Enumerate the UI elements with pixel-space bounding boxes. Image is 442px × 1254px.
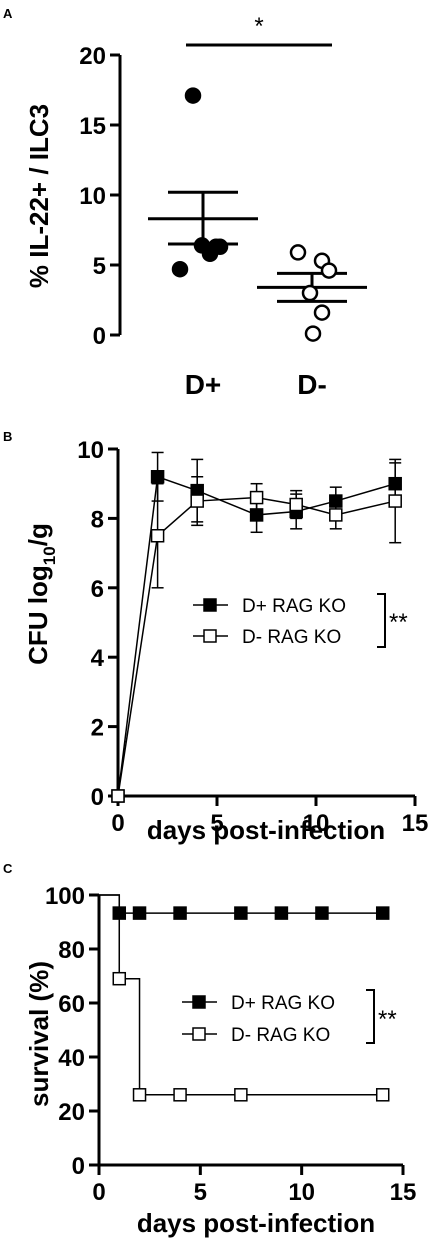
- panel-a-data-point: [289, 244, 307, 261]
- panel-b-y-tick-label: 8: [91, 506, 104, 533]
- panel-a-y-tick-label: 20: [79, 43, 106, 70]
- panel-a-data-point: [193, 237, 211, 254]
- panel-a-data-point: [301, 284, 319, 302]
- panel-b-x-tick-label: 15: [402, 810, 429, 837]
- panel-a-data-point: [320, 262, 338, 279]
- panel-c-data-point: [173, 906, 187, 920]
- panel-b-legend-label: D- RAG KO: [242, 627, 341, 648]
- panel-b-legend-marker: [203, 598, 217, 612]
- panel-b-letter: B: [3, 429, 12, 444]
- panel-c-x-tick-label: 15: [390, 1179, 417, 1206]
- panel-a-data-point: [171, 260, 189, 278]
- panel-a-significance-label: *: [254, 13, 263, 40]
- panel-c-legend-label: D+ RAG KO: [231, 993, 335, 1014]
- panel-c-legend-marker: [192, 1027, 206, 1041]
- panel-c-letter: C: [3, 861, 13, 876]
- panel-c-data-point: [132, 1088, 147, 1102]
- panel-b-y-tick-label: 10: [77, 437, 104, 464]
- panel-b-y-tick-label: 4: [91, 645, 105, 672]
- panel-c-data-point: [132, 906, 147, 920]
- panel-b: B CFU log10/g days post-infection 024681…: [3, 429, 428, 845]
- panel-b-significance-bracket: [377, 593, 386, 648]
- panel-c-significance-bracket: [366, 989, 375, 1044]
- panel-b-y-tick-label: 0: [91, 784, 104, 811]
- panel-b-x-tick-label: 5: [210, 810, 223, 837]
- panel-c-x-tick-label: 0: [92, 1179, 105, 1206]
- panel-b-y-tick-label: 6: [91, 576, 104, 603]
- panel-c-xlabel: days post-infection: [137, 1208, 375, 1238]
- panel-c-data-point: [234, 906, 248, 920]
- panel-b-ylabel: CFU log10/g: [23, 523, 59, 665]
- panel-b-data-point: [150, 529, 165, 543]
- panel-c-ylabel: survival (%): [24, 961, 54, 1107]
- panel-c-legend-marker: [192, 995, 206, 1009]
- panel-c-x-tick-label: 10: [288, 1179, 315, 1206]
- panel-a-ylabel: % IL-22+ / ILC3: [24, 104, 54, 288]
- panel-c-y-tick-label: 60: [58, 991, 85, 1018]
- panel-b-legend-marker: [203, 629, 217, 643]
- panel-b-x-tick-label: 0: [111, 810, 124, 837]
- panel-c-x-tick-label: 5: [194, 1179, 207, 1206]
- panel-b-significance-label: **: [389, 609, 408, 636]
- panel-a-data-point: [304, 325, 322, 342]
- panel-c-data-point: [274, 906, 289, 920]
- panel-b-data-point: [150, 470, 165, 484]
- panel-a-y-tick-label: 15: [79, 113, 106, 140]
- panel-b-y-tick-label: 2: [91, 715, 104, 742]
- panel-b-x-tick-label: 10: [303, 810, 330, 837]
- panel-c-data-point: [234, 1088, 248, 1102]
- panel-a-category-label: D+: [185, 369, 222, 400]
- panel-c-data-point: [375, 1088, 390, 1102]
- panel-b-data-point: [111, 789, 125, 803]
- panel-a-y-tick-label: 0: [93, 323, 106, 350]
- panel-c-y-tick-label: 80: [58, 937, 85, 964]
- panel-a-y-tick-label: 10: [79, 183, 106, 210]
- panel-a-category-label: D-: [297, 369, 327, 400]
- panel-b-data-point: [190, 494, 204, 508]
- panel-b-legend-label: D+ RAG KO: [242, 596, 346, 617]
- panel-a-data-point: [184, 87, 202, 104]
- panel-b-ylabel-main: CFU log: [23, 565, 53, 665]
- panel-b-data-point: [388, 494, 402, 508]
- panel-b-data-point: [329, 508, 343, 522]
- panel-a: A % IL-22+ / ILC3 0 5 10 15 20 D+ D- *: [3, 6, 367, 400]
- panel-a-data-point: [207, 238, 225, 256]
- panel-c: C survival (%) days post-infection 0 20 40…: [3, 861, 416, 1238]
- panel-a-y-tick-label: 5: [93, 253, 106, 280]
- panel-c-y-tick-label: 0: [72, 1153, 85, 1180]
- panel-c-data-point: [112, 971, 127, 986]
- panel-a-data-point: [313, 304, 331, 321]
- panel-b-data-point: [249, 490, 264, 505]
- panel-b-ylabel-unit: /g: [23, 523, 53, 546]
- panel-b-data-point: [289, 497, 303, 512]
- panel-c-data-point: [315, 906, 329, 920]
- panel-c-legend-label: D- RAG KO: [231, 1025, 330, 1046]
- panel-c-y-tick-label: 100: [45, 883, 85, 910]
- panel-c-data-point: [375, 906, 390, 920]
- panel-c-data-point: [173, 1088, 187, 1102]
- panel-b-xlabel: days post-infection: [147, 815, 385, 845]
- panel-c-significance-label: **: [378, 1006, 397, 1033]
- panel-b-ylabel-sub: 10: [40, 546, 59, 565]
- panel-c-y-tick-label: 40: [58, 1045, 85, 1072]
- panel-c-y-tick-label: 20: [58, 1099, 85, 1126]
- panel-a-letter: A: [3, 6, 13, 21]
